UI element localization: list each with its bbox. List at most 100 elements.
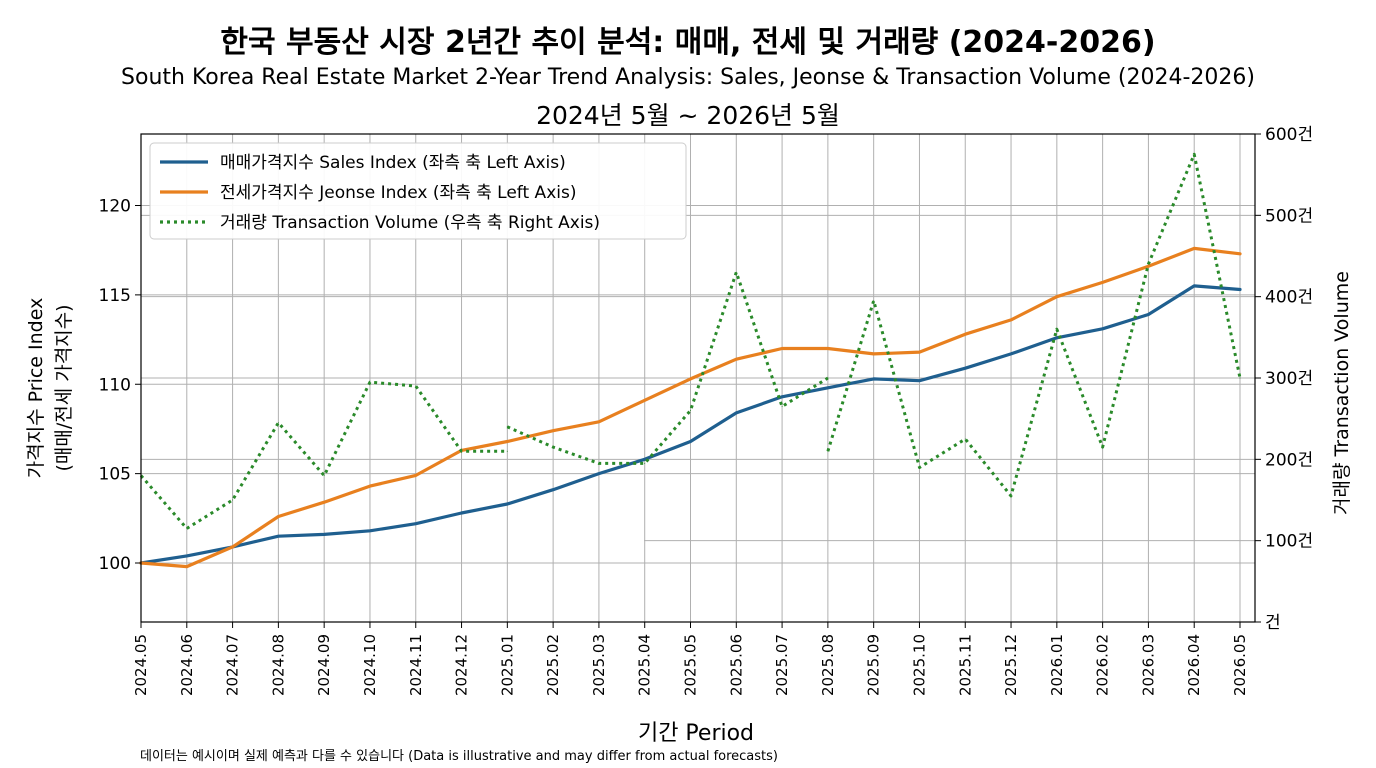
data-point-volume — [323, 475, 325, 477]
data-point-jeonse — [369, 485, 371, 487]
x-tick-label: 2026.03 — [1139, 634, 1157, 696]
x-tick-label: 2026.05 — [1231, 634, 1249, 696]
right-tick-label: 200건 — [1265, 450, 1313, 470]
left-axis-label-line: 가격지수 Price Index — [25, 298, 47, 479]
data-point-volume — [598, 462, 600, 464]
series-layer — [139, 152, 1242, 569]
data-point-jeonse — [323, 501, 325, 503]
left-y-axis: 100 105 110 115 120 — [99, 197, 141, 574]
x-tick-label: 2024.11 — [407, 634, 425, 696]
series-line-volume — [139, 152, 1242, 530]
data-point-volume — [1056, 328, 1058, 330]
data-point-volume — [1193, 153, 1195, 155]
data-point-sales — [827, 387, 829, 389]
data-point-jeonse — [873, 353, 875, 355]
chart-period: 2024년 5월 ~ 2026년 5월 — [536, 101, 840, 130]
left-tick-label: 100 — [99, 554, 131, 574]
data-point-volume — [1147, 263, 1149, 265]
data-point-jeonse — [277, 516, 279, 517]
data-point-sales — [1102, 328, 1104, 330]
x-axis-label: 기간 Period — [638, 721, 754, 746]
x-tick-label: 2026.02 — [1094, 634, 1112, 696]
right-y-axis: 건 100건 200건 300건 400건 500건 600건 — [1255, 125, 1313, 633]
x-tick-label: 2026.04 — [1185, 634, 1203, 696]
x-tick-label: 2025.09 — [865, 634, 883, 696]
data-point-sales — [415, 523, 417, 525]
data-point-jeonse — [1147, 265, 1149, 267]
data-point-sales — [919, 380, 920, 382]
data-point-sales — [873, 378, 875, 380]
x-tick-label: 2025.01 — [498, 634, 516, 696]
left-axis-label-line: (매매/전세 가격지수) — [53, 304, 75, 471]
left-tick-label: 110 — [99, 375, 131, 395]
data-point-volume — [277, 422, 279, 424]
data-point-volume — [369, 381, 371, 383]
chart-subtitle: South Korea Real Estate Market 2-Year Tr… — [121, 65, 1255, 90]
data-point-sales — [1056, 337, 1058, 339]
data-point-volume — [735, 271, 737, 273]
data-point-volume — [873, 300, 875, 302]
legend-label-sales: 매매가격지수 Sales Index (좌측 축 Left Axis) — [220, 153, 566, 173]
data-point-jeonse — [552, 430, 554, 432]
data-point-sales — [369, 530, 371, 532]
x-tick-label: 2024.10 — [361, 634, 379, 696]
x-tick-label: 2025.02 — [544, 634, 562, 696]
data-point-jeonse — [1010, 319, 1012, 321]
data-point-jeonse — [644, 399, 646, 401]
data-point-sales — [1147, 314, 1149, 315]
data-point-volume — [461, 450, 462, 452]
data-point-volume — [964, 438, 966, 440]
data-point-jeonse — [919, 351, 920, 353]
x-tick-label: 2025.05 — [682, 634, 700, 696]
data-point-jeonse — [1239, 253, 1241, 255]
data-point-volume — [415, 385, 417, 387]
data-point-sales — [598, 473, 600, 475]
data-point-jeonse — [1193, 247, 1195, 249]
left-axis-label: 가격지수 Price Index (매매/전세 가격지수) — [25, 298, 75, 479]
right-tick-label: 400건 — [1265, 288, 1313, 308]
x-tick-label: 2024.07 — [224, 634, 242, 696]
data-point-volume — [506, 426, 508, 428]
data-point-sales — [323, 533, 325, 535]
left-tick-label: 120 — [99, 197, 131, 217]
data-point-sales — [506, 503, 508, 505]
disclaimer-note: 데이터는 예시이며 실제 예측과 다를 수 있습니다 (Data is illu… — [140, 749, 778, 764]
data-point-sales — [964, 367, 966, 369]
data-point-sales — [277, 535, 279, 537]
data-point-jeonse — [781, 348, 783, 349]
x-tick-label: 2025.08 — [819, 634, 837, 696]
legend: 매매가격지수 Sales Index (좌측 축 Left Axis) 전세가격지… — [149, 142, 687, 240]
data-point-volume — [781, 406, 783, 407]
data-point-volume — [1239, 377, 1241, 379]
data-point-volume — [506, 450, 508, 452]
data-point-sales — [690, 441, 691, 442]
data-point-sales — [644, 458, 646, 460]
legend-label-volume: 거래량 Transaction Volume (우측 축 Right Axis) — [220, 213, 600, 233]
data-point-jeonse — [1102, 281, 1104, 283]
data-point-volume — [644, 462, 646, 464]
data-point-jeonse — [735, 358, 737, 360]
data-point-jeonse — [690, 378, 691, 380]
x-tick-label: 2025.11 — [956, 634, 974, 696]
x-axis: 2024.05 2024.06 2024.07 2024.08 2024.09 2024.… — [132, 622, 1249, 696]
data-point-jeonse — [232, 546, 234, 548]
right-axis-label: 거래량 Transaction Volume — [1331, 271, 1353, 515]
data-point-volume — [1010, 495, 1012, 497]
left-tick-label: 115 — [99, 286, 131, 306]
data-point-sales — [1010, 353, 1012, 355]
data-point-sales — [461, 512, 462, 514]
data-point-volume — [690, 410, 691, 411]
data-point-jeonse — [964, 333, 966, 335]
x-tick-label: 2025.04 — [636, 634, 654, 696]
data-point-sales — [186, 555, 188, 557]
data-point-jeonse — [506, 441, 508, 442]
x-tick-label: 2025.12 — [1002, 634, 1020, 696]
data-point-volume — [827, 377, 829, 379]
x-tick-label: 2024.08 — [269, 634, 287, 696]
right-tick-label: 100건 — [1265, 532, 1313, 552]
right-tick-label: 300건 — [1265, 369, 1313, 389]
data-point-volume — [186, 528, 188, 529]
data-point-jeonse — [827, 348, 829, 349]
data-point-volume — [919, 467, 920, 468]
